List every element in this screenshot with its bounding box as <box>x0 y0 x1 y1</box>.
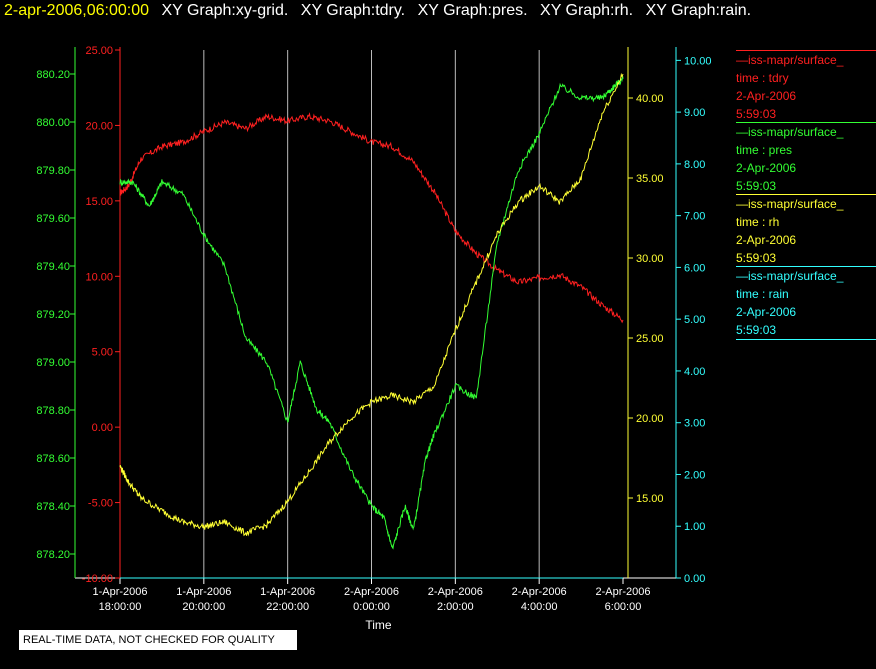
legend-date: 2-Apr-2006 <box>736 233 797 247</box>
pres-y-tick-label: 880.00 <box>36 117 70 129</box>
tdry-y-tick-label: 10.00 <box>85 271 113 283</box>
current-datetime: 2-apr-2006,06:00:00 <box>4 2 149 19</box>
tdry-y-tick-label: 25.00 <box>85 45 113 57</box>
legend-source: —iss-mapr/surface_ <box>736 122 876 141</box>
x-tick-label: 18:00:00 <box>99 601 142 613</box>
tdry-y-tick-label: 5.00 <box>92 347 113 359</box>
x-tick-label: 2-Apr-2006 <box>428 586 483 598</box>
legend-date: 2-Apr-2006 <box>736 89 797 103</box>
rh-y-tick-label: 15.00 <box>636 493 664 505</box>
x-tick-label: 2-Apr-2006 <box>595 586 650 598</box>
legend-entry-tdry[interactable]: —iss-mapr/surface_ time : tdry 2-Apr-200… <box>736 50 876 123</box>
series-line-tdry <box>119 112 624 324</box>
legend-field: time : rh <box>736 215 780 229</box>
x-tick-label: 1-Apr-2006 <box>260 586 315 598</box>
rain-y-tick-label: 8.00 <box>684 159 705 171</box>
legend-field: time : tdry <box>736 71 789 85</box>
legend-date: 2-Apr-2006 <box>736 305 797 319</box>
rain-y-tick-label: 6.00 <box>684 262 705 274</box>
graph-name-rain[interactable]: XY Graph:rain. <box>645 2 752 19</box>
series-line-rh <box>119 72 624 537</box>
pres-y-tick-label: 880.20 <box>36 69 70 81</box>
rain-y-tick-label: 3.00 <box>684 418 705 430</box>
pres-y-tick-label: 879.60 <box>36 213 70 225</box>
x-tick-label: 6:00:00 <box>605 601 642 613</box>
title-bar: 2-apr-2006,06:00:00 XY Graph:xy-grid. XY… <box>4 2 751 24</box>
legend-field: time : pres <box>736 143 793 157</box>
x-axis-label: Time <box>365 618 392 632</box>
graph-name-tdry[interactable]: XY Graph:tdry. <box>300 2 406 19</box>
legend-time: 5:59:03 <box>736 251 777 265</box>
rain-y-tick-label: 0.00 <box>684 573 705 585</box>
legend-entry-rain[interactable]: —iss-mapr/surface_ time : rain 2-Apr-200… <box>736 266 876 340</box>
rain-y-tick-label: 7.00 <box>684 211 705 223</box>
pres-y-tick-label: 878.80 <box>36 405 70 417</box>
x-tick-label: 1-Apr-2006 <box>92 586 147 598</box>
legend-entry-pres[interactable]: —iss-mapr/surface_ time : pres 2-Apr-200… <box>736 122 876 195</box>
tdry-y-tick-label: -10.00 <box>82 573 113 585</box>
tdry-y-tick-label: 15.00 <box>85 196 113 208</box>
rh-y-tick-label: 30.00 <box>636 253 664 265</box>
x-tick-label: 20:00:00 <box>182 601 225 613</box>
rh-y-tick-label: 40.00 <box>636 93 664 105</box>
pres-y-tick-label: 879.20 <box>36 309 70 321</box>
pres-y-tick-label: 879.00 <box>36 357 70 369</box>
legend-time: 5:59:03 <box>736 323 777 337</box>
tdry-y-tick-label: 0.00 <box>92 422 113 434</box>
legend-time: 5:59:03 <box>736 107 777 121</box>
legend-source: —iss-mapr/surface_ <box>736 266 876 285</box>
legend-field: time : rain <box>736 287 789 301</box>
rh-y-tick-label: 20.00 <box>636 413 664 425</box>
x-tick-label: 2-Apr-2006 <box>512 586 567 598</box>
graph-name-rh[interactable]: XY Graph:rh. <box>540 2 634 19</box>
tdry-y-tick-label: 20.00 <box>85 120 113 132</box>
legend-time: 5:59:03 <box>736 179 777 193</box>
x-tick-label: 4:00:00 <box>521 601 558 613</box>
pres-y-tick-label: 878.40 <box>36 501 70 513</box>
rain-y-tick-label: 2.00 <box>684 469 705 481</box>
rain-y-tick-label: 5.00 <box>684 314 705 326</box>
tdry-y-tick-label: -5.00 <box>88 498 113 510</box>
rain-y-tick-label: 10.00 <box>684 55 712 67</box>
pres-y-tick-label: 879.80 <box>36 165 70 177</box>
rain-y-tick-label: 1.00 <box>684 521 705 533</box>
x-tick-label: 22:00:00 <box>266 601 309 613</box>
pres-y-tick-label: 879.40 <box>36 261 70 273</box>
graph-name-xy-grid[interactable]: XY Graph:xy-grid. <box>161 2 289 19</box>
legend-date: 2-Apr-2006 <box>736 161 797 175</box>
x-tick-label: 2:00:00 <box>437 601 474 613</box>
rh-y-tick-label: 35.00 <box>636 173 664 185</box>
legend-source: —iss-mapr/surface_ <box>736 50 876 69</box>
x-tick-label: 2-Apr-2006 <box>344 586 399 598</box>
legend-entry-rh[interactable]: —iss-mapr/surface_ time : rh 2-Apr-2006 … <box>736 194 876 267</box>
pres-y-tick-label: 878.20 <box>36 549 70 561</box>
quality-note: REAL-TIME DATA, NOT CHECKED FOR QUALITY <box>19 630 297 650</box>
x-tick-label: 1-Apr-2006 <box>176 586 231 598</box>
rh-y-tick-label: 25.00 <box>636 333 664 345</box>
pres-y-tick-label: 878.60 <box>36 453 70 465</box>
legend-source: —iss-mapr/surface_ <box>736 194 876 213</box>
legend-divider <box>736 339 876 340</box>
rain-y-tick-label: 9.00 <box>684 107 705 119</box>
series-line-pres <box>119 76 624 550</box>
rain-y-tick-label: 4.00 <box>684 366 705 378</box>
graph-name-pres[interactable]: XY Graph:pres. <box>417 2 528 19</box>
x-tick-label: 0:00:00 <box>353 601 390 613</box>
